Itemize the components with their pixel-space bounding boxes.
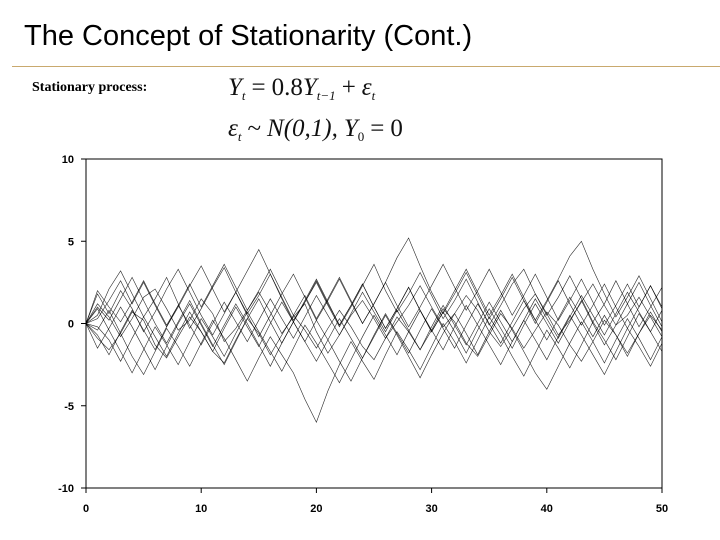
y-tick-label: 10 xyxy=(62,154,74,166)
series-layer xyxy=(85,237,663,423)
x-tick-label: 10 xyxy=(195,503,207,515)
series-line-11 xyxy=(85,296,663,382)
x-tick-label: 0 xyxy=(83,503,89,515)
y-tick-label: -10 xyxy=(58,483,74,495)
equation-line-2: εt ~ N(0,1), Y0 = 0 xyxy=(228,115,403,144)
series-line-12 xyxy=(85,276,663,366)
series-line-9 xyxy=(85,304,663,384)
x-tick-label: 40 xyxy=(541,503,553,515)
series-line-10 xyxy=(85,263,663,328)
y-tick-label: 5 xyxy=(68,236,74,248)
series-line-6 xyxy=(85,303,663,390)
y-tick-label: 0 xyxy=(68,319,74,331)
equation-line-1: Yt = 0.8Yt−1 + εt xyxy=(228,74,376,103)
process-label: Stationary process: xyxy=(32,80,148,95)
plot-frame xyxy=(85,158,663,489)
title-divider xyxy=(12,66,720,67)
slide-title: The Concept of Stationarity (Cont.) xyxy=(24,20,473,52)
y-tick-label: -5 xyxy=(64,401,74,413)
x-tick-label: 20 xyxy=(310,503,322,515)
x-tick-label: 30 xyxy=(425,503,437,515)
x-tick-label: 50 xyxy=(656,503,668,515)
plot-area xyxy=(85,158,663,489)
series-line-8 xyxy=(85,291,663,356)
series-line-2 xyxy=(85,308,663,364)
series-line-4 xyxy=(85,309,663,423)
